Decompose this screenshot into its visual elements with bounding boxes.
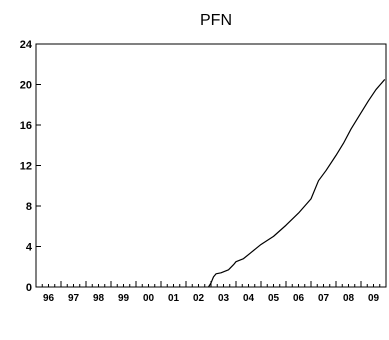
- y-axis: 0 4 8 12 16 20 24: [20, 39, 41, 294]
- y-tick-label: 16: [20, 120, 32, 132]
- y-tick-label: 4: [26, 242, 33, 254]
- y-tick-label: 0: [26, 282, 32, 294]
- x-axis: 96 97 98 99 00 01 02 03 04 05 06 07 08 09: [35, 281, 381, 304]
- y-tick-label: 12: [20, 161, 32, 173]
- x-tick-label: 02: [193, 293, 205, 304]
- y-tick-label: 20: [20, 80, 32, 92]
- series-line-pfn: [207, 79, 386, 288]
- plot-area-frame: [35, 43, 387, 288]
- x-tick-label: 06: [293, 293, 305, 304]
- x-tick-label: 99: [118, 293, 130, 304]
- y-tick-label: 8: [26, 201, 32, 213]
- chart-title: PFN: [200, 12, 232, 29]
- x-tick-label: 03: [218, 293, 230, 304]
- x-tick-label: 08: [343, 293, 355, 304]
- x-tick-label: 09: [368, 293, 380, 304]
- series-group: [207, 79, 386, 288]
- x-tick-label: 04: [243, 293, 255, 304]
- x-tick-label: 05: [268, 293, 280, 304]
- x-tick-label: 97: [68, 293, 80, 304]
- x-tick-label: 98: [93, 293, 105, 304]
- x-tick-label: 01: [168, 293, 180, 304]
- x-tick-label: 96: [43, 293, 55, 304]
- x-tick-label: 07: [318, 293, 330, 304]
- y-tick-label: 24: [20, 39, 33, 51]
- x-tick-label: 00: [143, 293, 155, 304]
